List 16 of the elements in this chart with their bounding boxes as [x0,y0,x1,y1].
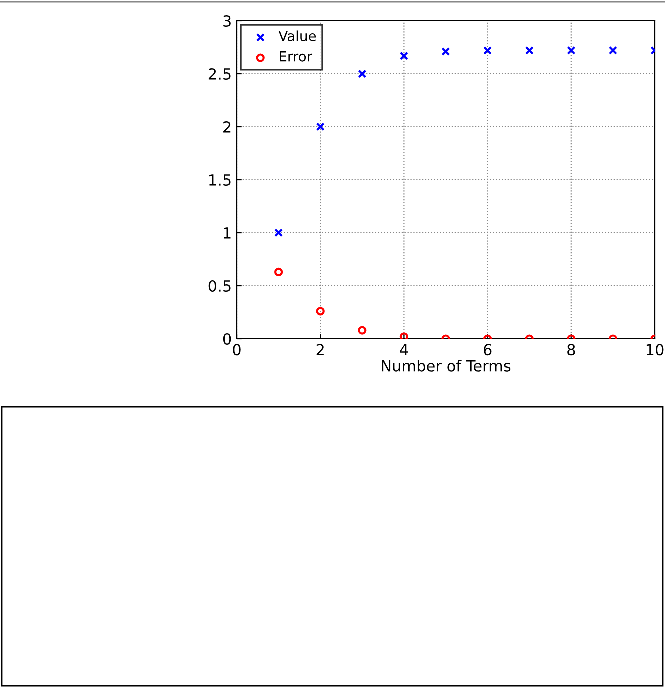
y-tick-label: 0 [223,333,232,346]
y-tick-label: 3 [224,15,231,28]
x-tick-label: 4 [400,344,408,356]
legend-label: Error [280,52,313,62]
legend-label: Value [278,30,316,42]
x-tick-label: 6 [484,344,492,356]
x-tick-label: 8 [568,344,576,356]
x-tick-label: 10 [646,344,664,356]
y-tick-label: 1 [224,228,231,239]
y-tick-label: 1.5 [210,174,231,186]
x-tick-label: 2 [316,344,324,356]
x-axis-title: Number of Terms [382,360,511,372]
y-tick-label: 0.5 [208,280,231,292]
y-tick-label: 2 [224,121,231,133]
y-tick-label: 2.5 [208,68,231,80]
x-tick-label: 0 [233,344,241,356]
